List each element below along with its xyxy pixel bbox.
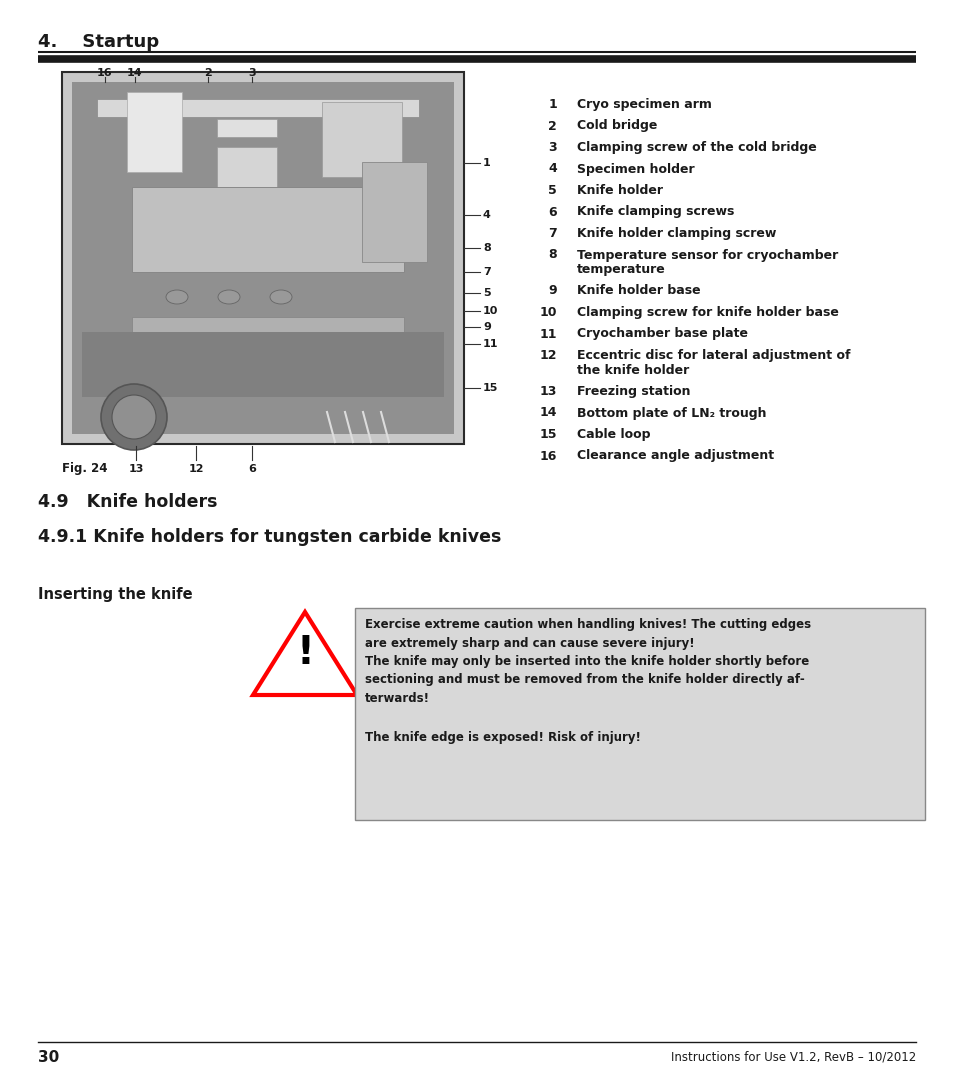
Bar: [216, 119, 276, 137]
Text: 4: 4: [548, 162, 557, 175]
Text: 6: 6: [548, 205, 557, 218]
Text: 16: 16: [539, 449, 557, 462]
Text: sectioning and must be removed from the knife holder directly af-: sectioning and must be removed from the …: [365, 674, 804, 687]
Text: 4.9   Knife holders: 4.9 Knife holders: [38, 492, 217, 511]
Bar: [132, 187, 403, 272]
Text: Exercise extreme caution when handling knives! The cutting edges: Exercise extreme caution when handling k…: [365, 618, 810, 631]
Text: Temperature sensor for cryochamber: Temperature sensor for cryochamber: [577, 248, 838, 261]
Ellipse shape: [270, 291, 292, 303]
Bar: [97, 99, 418, 117]
Text: 7: 7: [482, 267, 490, 276]
Text: Clamping screw for knife holder base: Clamping screw for knife holder base: [577, 306, 838, 319]
Text: Knife holder base: Knife holder base: [577, 284, 700, 297]
Text: 5: 5: [548, 184, 557, 197]
Text: Bottom plate of LN₂ trough: Bottom plate of LN₂ trough: [577, 406, 765, 419]
Text: 2: 2: [548, 120, 557, 133]
Bar: [82, 332, 443, 397]
Text: Knife holder clamping screw: Knife holder clamping screw: [577, 227, 776, 240]
Text: The knife may only be inserted into the knife holder shortly before: The knife may only be inserted into the …: [365, 654, 808, 669]
Text: Cryo specimen arm: Cryo specimen arm: [577, 98, 711, 111]
Text: 15: 15: [539, 428, 557, 441]
Text: temperature: temperature: [577, 264, 665, 276]
Text: Instructions for Use V1.2, RevB – 10/2012: Instructions for Use V1.2, RevB – 10/201…: [670, 1050, 915, 1063]
Text: 12: 12: [539, 349, 557, 362]
Text: 7: 7: [548, 227, 557, 240]
Text: 3: 3: [248, 68, 255, 78]
Text: 2: 2: [204, 68, 212, 78]
Text: 8: 8: [548, 248, 557, 261]
Text: 30: 30: [38, 1050, 59, 1065]
Text: 3: 3: [548, 141, 557, 154]
Text: Cable loop: Cable loop: [577, 428, 650, 441]
Text: 10: 10: [539, 306, 557, 319]
Bar: [71, 82, 454, 434]
Bar: [322, 102, 401, 177]
Text: !: !: [295, 634, 314, 673]
Text: 1: 1: [548, 98, 557, 111]
Text: 8: 8: [482, 243, 490, 253]
Text: Fig. 24: Fig. 24: [62, 462, 108, 475]
Text: are extremely sharp and can cause severe injury!: are extremely sharp and can cause severe…: [365, 636, 694, 649]
Text: 10: 10: [482, 306, 497, 316]
Text: Clearance angle adjustment: Clearance angle adjustment: [577, 449, 773, 462]
Ellipse shape: [218, 291, 240, 303]
Text: terwards!: terwards!: [365, 692, 430, 705]
Polygon shape: [253, 612, 356, 696]
Text: Cryochamber base plate: Cryochamber base plate: [577, 327, 747, 340]
Text: The knife edge is exposed! Risk of injury!: The knife edge is exposed! Risk of injur…: [365, 730, 640, 743]
Text: 16: 16: [97, 68, 112, 78]
Text: 14: 14: [539, 406, 557, 419]
Ellipse shape: [166, 291, 188, 303]
Text: 12: 12: [188, 464, 204, 474]
Text: 6: 6: [248, 464, 255, 474]
Text: 1: 1: [482, 158, 490, 168]
Bar: [132, 318, 403, 357]
Text: Knife clamping screws: Knife clamping screws: [577, 205, 734, 218]
Text: the knife holder: the knife holder: [577, 364, 688, 377]
Circle shape: [112, 395, 156, 438]
Text: Cold bridge: Cold bridge: [577, 120, 657, 133]
Text: 11: 11: [539, 327, 557, 340]
Text: 13: 13: [128, 464, 144, 474]
Bar: [216, 147, 276, 202]
Bar: [127, 92, 182, 172]
Text: 11: 11: [482, 339, 498, 349]
Text: 4: 4: [482, 210, 491, 220]
Circle shape: [101, 384, 167, 450]
Text: 4.9.1 Knife holders for tungsten carbide knives: 4.9.1 Knife holders for tungsten carbide…: [38, 528, 501, 546]
Text: 9: 9: [548, 284, 557, 297]
Text: 14: 14: [127, 68, 143, 78]
Text: 4.    Startup: 4. Startup: [38, 33, 159, 51]
Text: 15: 15: [482, 383, 497, 393]
Text: Specimen holder: Specimen holder: [577, 162, 694, 175]
Text: Inserting the knife: Inserting the knife: [38, 588, 193, 602]
Text: 13: 13: [539, 384, 557, 399]
Bar: [361, 162, 427, 262]
Text: Freezing station: Freezing station: [577, 384, 690, 399]
Bar: [355, 608, 924, 820]
Text: Clamping screw of the cold bridge: Clamping screw of the cold bridge: [577, 141, 816, 154]
Text: 9: 9: [482, 322, 491, 332]
Text: 5: 5: [482, 288, 490, 298]
Text: Eccentric disc for lateral adjustment of: Eccentric disc for lateral adjustment of: [577, 349, 850, 362]
Text: Knife holder: Knife holder: [577, 184, 662, 197]
Bar: [62, 72, 463, 444]
